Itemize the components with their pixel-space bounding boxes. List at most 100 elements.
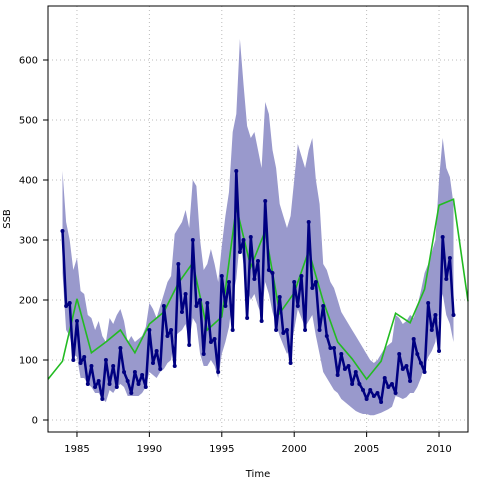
estimate-point — [187, 343, 192, 347]
survey-line-series — [47, 198, 469, 381]
estimate-point — [78, 361, 83, 365]
estimate-point — [216, 370, 221, 374]
estimate-point — [248, 235, 253, 239]
estimate-point — [208, 340, 213, 344]
estimate-point — [397, 352, 402, 356]
estimate-point — [256, 259, 260, 263]
estimate-point — [339, 352, 344, 356]
estimate-point — [212, 337, 217, 341]
confidence-band — [62, 39, 454, 416]
estimate-point — [281, 331, 286, 335]
estimate-point — [310, 286, 315, 290]
estimate-point — [172, 364, 177, 368]
estimate-point — [375, 391, 380, 395]
estimate-point — [342, 367, 347, 371]
estimate-point — [179, 310, 184, 314]
estimate-point — [386, 385, 391, 389]
estimate-point — [201, 352, 206, 356]
y-axis: 0 100 200 300 400 500 600 — [19, 56, 48, 427]
y-tick-label: 500 — [19, 116, 38, 127]
survey-line — [47, 198, 469, 381]
y-tick-label: 0 — [32, 416, 38, 427]
estimate-point — [234, 169, 239, 173]
estimate-line-series — [60, 169, 456, 404]
estimate-point — [321, 304, 326, 308]
x-tick-label: 2000 — [281, 444, 306, 455]
estimate-point — [158, 367, 163, 371]
estimate-point — [60, 229, 65, 233]
estimate-point — [415, 352, 420, 356]
estimate-point — [125, 379, 130, 383]
estimate-point — [252, 277, 257, 281]
estimate-point — [143, 385, 148, 389]
estimate-point — [292, 280, 297, 284]
estimate-point — [67, 301, 72, 305]
estimate-point — [429, 328, 434, 332]
estimate-point — [266, 268, 271, 272]
estimate-point — [263, 199, 268, 203]
estimate-point — [169, 328, 174, 332]
estimate-point — [93, 385, 98, 389]
x-axis: 1985 1990 1995 2000 2005 2010 — [64, 432, 452, 455]
estimate-point — [328, 346, 333, 350]
estimate-point — [440, 235, 445, 239]
estimate-point — [357, 382, 362, 386]
estimate-point — [447, 256, 452, 260]
estimate-point — [418, 361, 423, 365]
estimate-point — [274, 328, 279, 332]
estimate-point — [411, 337, 416, 341]
estimate-point — [404, 364, 409, 368]
estimate-point — [422, 370, 427, 374]
estimate-point — [332, 346, 337, 350]
x-tick-label: 1990 — [137, 444, 162, 455]
estimate-point — [227, 280, 232, 284]
y-tick-label: 100 — [19, 356, 38, 367]
estimate-point — [241, 238, 246, 242]
estimate-point — [161, 304, 166, 308]
x-tick-label: 1985 — [64, 444, 89, 455]
x-tick-label: 1995 — [209, 444, 234, 455]
estimate-point — [129, 391, 134, 395]
estimate-point — [389, 382, 394, 386]
estimate-point — [324, 334, 329, 338]
y-tick-label: 600 — [19, 56, 38, 67]
estimate-point — [154, 349, 159, 353]
estimate-point — [299, 274, 304, 278]
estimate-point — [426, 301, 431, 305]
estimate-point — [433, 313, 438, 317]
estimate-point — [284, 328, 289, 332]
estimate-point — [368, 388, 373, 392]
estimate-point — [288, 361, 293, 365]
estimate-point — [107, 382, 112, 386]
estimate-point — [379, 400, 384, 404]
x-tick-label: 2005 — [354, 444, 379, 455]
estimate-point — [183, 292, 188, 296]
estimate-point — [223, 304, 228, 308]
estimate-point — [382, 376, 387, 380]
y-tick-label: 200 — [19, 296, 38, 307]
estimate-point — [303, 328, 308, 332]
estimate-point — [335, 373, 340, 377]
estimate-point — [132, 370, 137, 374]
estimate-point — [122, 370, 127, 374]
estimate-point — [114, 385, 119, 389]
estimate-point — [437, 349, 442, 353]
estimate-point — [194, 304, 199, 308]
estimate-point — [295, 304, 300, 308]
estimate-point — [64, 304, 69, 308]
estimate-point — [400, 367, 405, 371]
estimate-point — [151, 361, 155, 365]
estimate-point — [165, 334, 170, 338]
estimate-point — [230, 328, 235, 332]
y-tick-label: 400 — [19, 176, 38, 187]
estimate-point — [96, 379, 101, 383]
estimate-point — [277, 295, 282, 299]
estimate-point — [270, 271, 275, 275]
estimate-point — [147, 328, 152, 332]
estimate-point — [89, 364, 94, 368]
estimate-point — [259, 319, 264, 323]
estimate-point — [444, 277, 449, 281]
estimate-point — [346, 364, 351, 368]
estimate-point — [306, 220, 311, 224]
estimate-point — [71, 358, 76, 362]
